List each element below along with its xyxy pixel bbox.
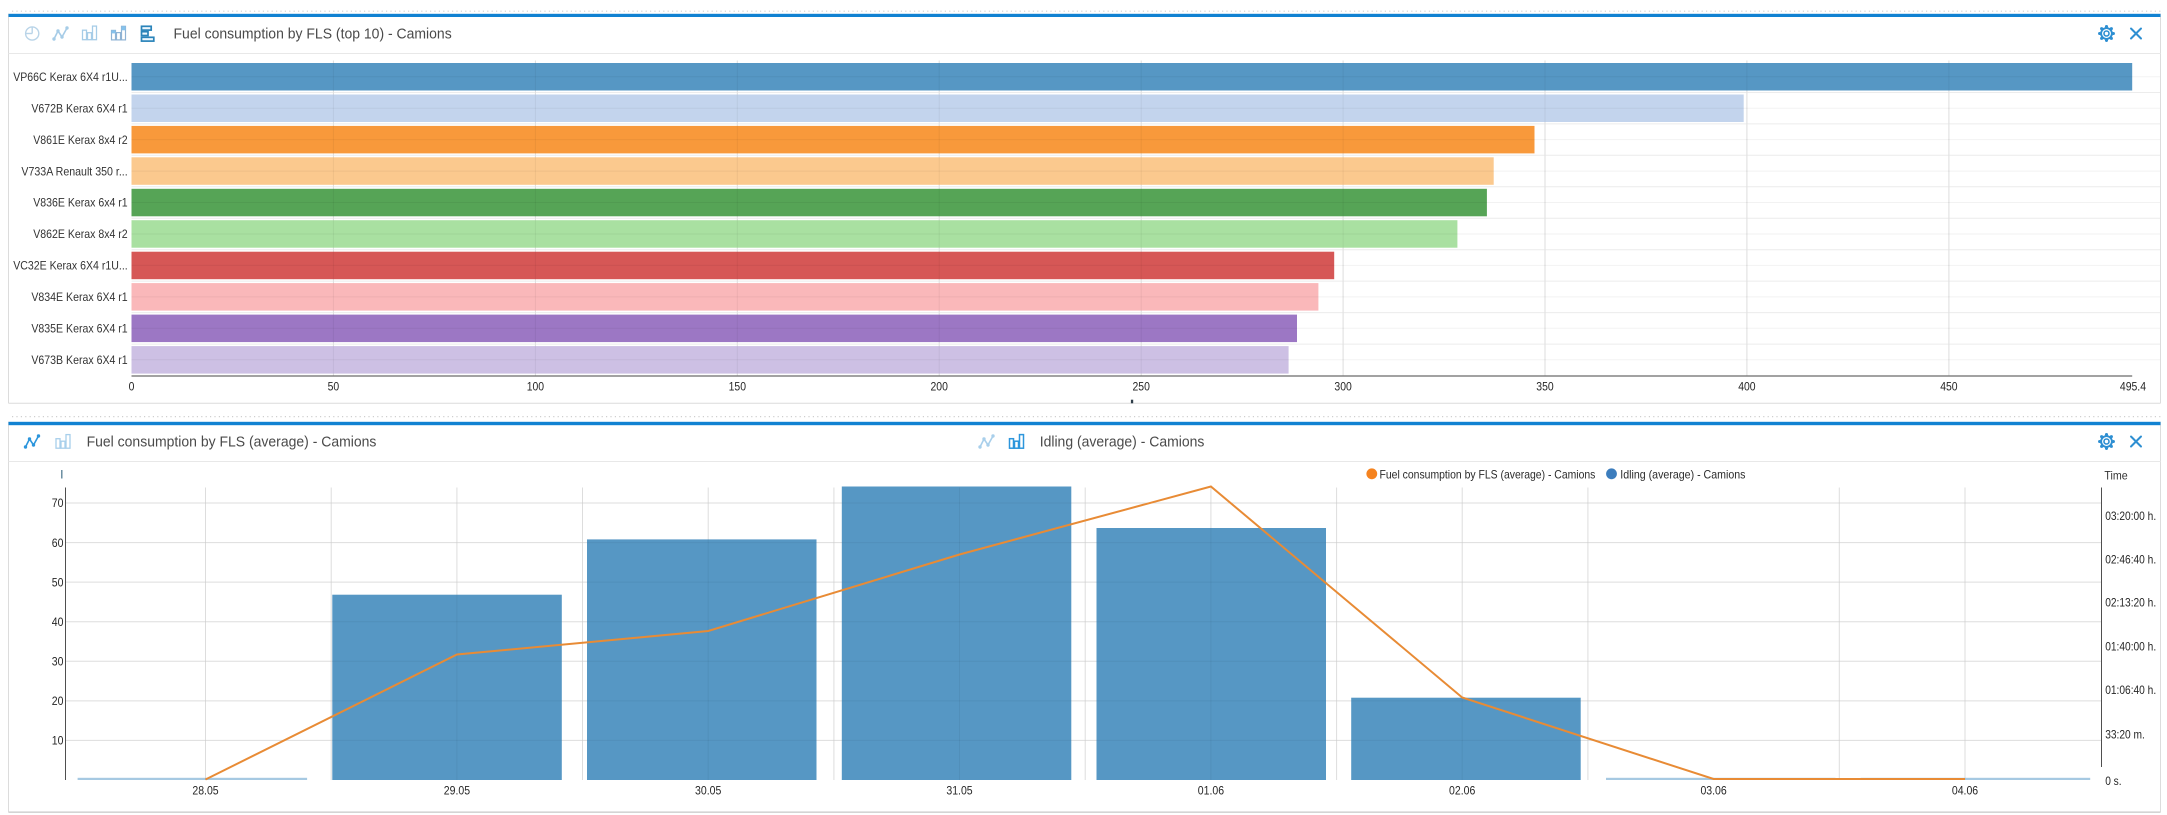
svg-text:0 s.: 0 s. <box>2105 774 2121 788</box>
svg-text:50: 50 <box>52 575 64 589</box>
svg-text:40: 40 <box>52 615 64 629</box>
svg-text:V835E Kerax 6X4 r1: V835E Kerax 6X4 r1 <box>31 322 128 336</box>
svg-text:V862E Kerax 8x4 r2: V862E Kerax 8x4 r2 <box>33 227 128 241</box>
svg-text:250: 250 <box>1133 380 1151 394</box>
svg-text:Fuel consumption by FLS (top 1: Fuel consumption by FLS (top 10) - Camio… <box>174 26 452 43</box>
svg-text:70: 70 <box>52 496 64 510</box>
svg-text:04.06: 04.06 <box>1952 784 1979 798</box>
svg-text:100: 100 <box>527 380 545 394</box>
svg-text:Fuel consumption by FLS (avera: Fuel consumption by FLS (average) - Cami… <box>87 434 377 451</box>
svg-text:Fuel consumption by FLS (avera: Fuel consumption by FLS (average) - Cami… <box>1380 468 1596 482</box>
svg-text:30.05: 30.05 <box>695 784 722 798</box>
svg-text:02:46:40 h.: 02:46:40 h. <box>2105 553 2156 567</box>
svg-text:01:06:40 h.: 01:06:40 h. <box>2105 683 2156 697</box>
svg-text:VC32E Kerax 6X4 r1U...: VC32E Kerax 6X4 r1U... <box>13 259 128 273</box>
svg-text:01:40:00 h.: 01:40:00 h. <box>2105 640 2156 654</box>
svg-text:31.05: 31.05 <box>946 784 973 798</box>
svg-text:V861E Kerax 8x4 r2: V861E Kerax 8x4 r2 <box>33 133 128 147</box>
svg-text:350: 350 <box>1536 380 1554 394</box>
svg-text:20: 20 <box>52 694 64 708</box>
svg-text:VP66C Kerax 6X4 r1U...: VP66C Kerax 6X4 r1U... <box>13 70 128 84</box>
svg-text:V834E Kerax 6X4 r1: V834E Kerax 6X4 r1 <box>31 290 128 304</box>
svg-text:03.06: 03.06 <box>1700 784 1727 798</box>
svg-text:400: 400 <box>1738 380 1756 394</box>
svg-text:0: 0 <box>129 380 135 394</box>
svg-text:V733A Renault 350 r...: V733A Renault 350 r... <box>21 164 127 178</box>
svg-text:Idling (average) - Camions: Idling (average) - Camions <box>1620 468 1745 482</box>
svg-text:450: 450 <box>1940 380 1958 394</box>
svg-text:V673B Kerax 6X4 r1: V673B Kerax 6X4 r1 <box>31 353 128 367</box>
svg-text:l: l <box>61 468 64 482</box>
svg-text:01.06: 01.06 <box>1198 784 1225 798</box>
svg-text:60: 60 <box>52 536 64 550</box>
svg-text:28.05: 28.05 <box>192 784 219 798</box>
svg-text:33:20 m.: 33:20 m. <box>2105 728 2145 742</box>
svg-text:300: 300 <box>1334 380 1352 394</box>
svg-text:495.4: 495.4 <box>2120 380 2146 394</box>
svg-text:200: 200 <box>931 380 949 394</box>
svg-text:02.06: 02.06 <box>1449 784 1476 798</box>
svg-text:29.05: 29.05 <box>444 784 471 798</box>
svg-text:V836E Kerax 6x4 r1: V836E Kerax 6x4 r1 <box>33 196 128 210</box>
svg-text:02:13:20 h.: 02:13:20 h. <box>2105 596 2156 610</box>
svg-text:Time: Time <box>2104 468 2128 482</box>
svg-text:30: 30 <box>52 655 64 669</box>
svg-text:150: 150 <box>729 380 747 394</box>
svg-text:03:20:00 h.: 03:20:00 h. <box>2105 509 2156 523</box>
svg-text:V672B Kerax 6X4 r1: V672B Kerax 6X4 r1 <box>31 101 128 115</box>
svg-text:10: 10 <box>52 734 64 748</box>
svg-text:50: 50 <box>328 380 340 394</box>
svg-text:Idling (average) - Camions: Idling (average) - Camions <box>1040 434 1205 451</box>
